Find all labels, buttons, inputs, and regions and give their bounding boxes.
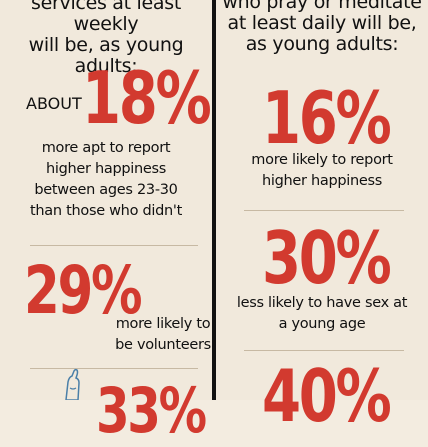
- right-intro: who pray or meditate at least daily will…: [216, 0, 428, 55]
- right-intro-line: at least daily will be,: [227, 12, 417, 34]
- column-divider: [212, 0, 216, 400]
- right-intro-line: as young adults:: [245, 33, 399, 55]
- left-intro-line: will be, as young adults:: [28, 34, 184, 77]
- left-stat-3-partial: 33%: [96, 374, 207, 447]
- right-stat-2: 30%: [262, 216, 392, 300]
- right-stat-1: 16%: [262, 76, 392, 160]
- desc-line: higher happiness: [45, 161, 167, 177]
- desc-line: less likely to have sex at: [236, 295, 408, 311]
- desc-line: more likely to report: [251, 152, 393, 168]
- left-stat-2: 29%: [24, 252, 143, 329]
- desc-line: more likely to: [115, 316, 211, 332]
- right-desc-1: more likely to report higher happiness: [216, 150, 428, 192]
- right-stat-3-partial: 40%: [262, 354, 392, 438]
- left-desc-2: more likely to be volunteers: [108, 314, 218, 356]
- left-stat-1: 18%: [82, 56, 212, 140]
- left-rule-2: [30, 368, 198, 369]
- desc-line: than those who didn't: [30, 203, 182, 219]
- desc-line: more apt to report: [41, 140, 171, 156]
- desc-line: a young age: [278, 316, 366, 332]
- left-intro-line: services at least weekly: [31, 0, 181, 35]
- desc-line: higher happiness: [261, 173, 383, 189]
- right-rule-2: [244, 350, 404, 351]
- right-rule-1: [244, 210, 404, 211]
- right-desc-2: less likely to have sex at a young age: [216, 293, 428, 335]
- desc-line: be volunteers: [115, 337, 211, 353]
- raised-hand-icon: [65, 368, 80, 400]
- about-label: ABOUT: [26, 94, 82, 113]
- desc-line: between ages 23-30: [34, 182, 178, 198]
- left-rule-1: [30, 245, 198, 246]
- right-intro-line: who pray or meditate: [222, 0, 422, 13]
- left-desc-1: more apt to report higher happiness betw…: [0, 138, 212, 222]
- left-intro: services at least weekly will be, as you…: [0, 0, 212, 77]
- right-column: [216, 0, 428, 400]
- left-column: [0, 0, 212, 400]
